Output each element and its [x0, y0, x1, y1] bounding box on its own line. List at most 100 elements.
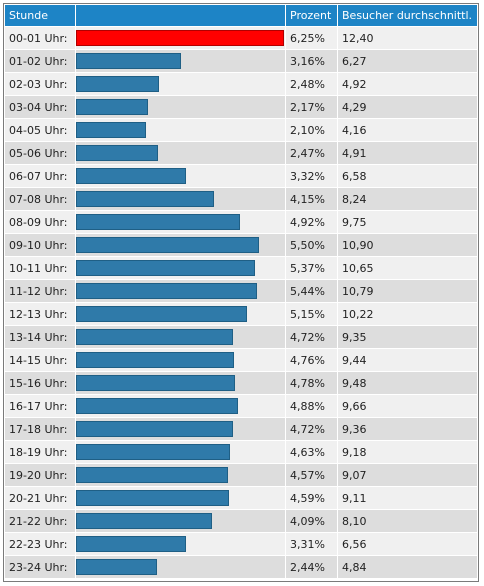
average-visitors-cell: 4,91 [338, 142, 477, 164]
bar [76, 191, 214, 207]
average-visitors-cell: 4,16 [338, 119, 477, 141]
hour-cell: 12-13 Uhr: [5, 303, 75, 325]
bar [76, 398, 238, 414]
bar [76, 329, 233, 345]
bar-cell [76, 533, 285, 555]
percent-cell: 4,63% [286, 441, 337, 463]
table-row: 19-20 Uhr: 4,57% 9,07 [5, 464, 477, 486]
percent-cell: 5,15% [286, 303, 337, 325]
percent-cell: 2,10% [286, 119, 337, 141]
percent-cell: 4,92% [286, 211, 337, 233]
bar-cell [76, 464, 285, 486]
hour-cell: 14-15 Uhr: [5, 349, 75, 371]
bar [76, 490, 229, 506]
percent-cell: 2,17% [286, 96, 337, 118]
bar-max [76, 30, 284, 46]
bar [76, 214, 240, 230]
bar-cell [76, 556, 285, 578]
hour-cell: 18-19 Uhr: [5, 441, 75, 463]
table-row: 03-04 Uhr: 2,17% 4,29 [5, 96, 477, 118]
percent-cell: 6,25% [286, 27, 337, 49]
bar-cell [76, 165, 285, 187]
hour-cell: 04-05 Uhr: [5, 119, 75, 141]
average-visitors-cell: 9,11 [338, 487, 477, 509]
hour-cell: 06-07 Uhr: [5, 165, 75, 187]
percent-cell: 3,32% [286, 165, 337, 187]
table-row: 06-07 Uhr: 3,32% 6,58 [5, 165, 477, 187]
percent-cell: 4,76% [286, 349, 337, 371]
table-row: 18-19 Uhr: 4,63% 9,18 [5, 441, 477, 463]
table-row: 22-23 Uhr: 3,31% 6,56 [5, 533, 477, 555]
average-visitors-cell: 6,58 [338, 165, 477, 187]
percent-cell: 4,09% [286, 510, 337, 532]
column-header-bar [76, 5, 285, 26]
bar-cell [76, 234, 285, 256]
bar [76, 76, 159, 92]
bar-cell [76, 395, 285, 417]
hour-cell: 16-17 Uhr: [5, 395, 75, 417]
table-row: 00-01 Uhr: 6,25% 12,40 [5, 27, 477, 49]
average-visitors-cell: 6,27 [338, 50, 477, 72]
bar [76, 559, 157, 575]
column-header-hour[interactable]: Stunde [5, 5, 75, 26]
hour-cell: 15-16 Uhr: [5, 372, 75, 394]
hour-cell: 03-04 Uhr: [5, 96, 75, 118]
bar-cell [76, 73, 285, 95]
average-visitors-cell: 9,36 [338, 418, 477, 440]
table-row: 13-14 Uhr: 4,72% 9,35 [5, 326, 477, 348]
average-visitors-cell: 9,48 [338, 372, 477, 394]
column-header-average-visitors[interactable]: Besucher durchschnittl. [338, 5, 477, 26]
percent-cell: 4,57% [286, 464, 337, 486]
hour-cell: 10-11 Uhr: [5, 257, 75, 279]
bar-cell [76, 303, 285, 325]
hour-cell: 02-03 Uhr: [5, 73, 75, 95]
bar-cell [76, 510, 285, 532]
bar [76, 421, 233, 437]
hour-cell: 01-02 Uhr: [5, 50, 75, 72]
bar-cell [76, 257, 285, 279]
percent-cell: 2,47% [286, 142, 337, 164]
hour-cell: 05-06 Uhr: [5, 142, 75, 164]
table-row: 12-13 Uhr: 5,15% 10,22 [5, 303, 477, 325]
table-body: 00-01 Uhr: 6,25% 12,40 01-02 Uhr: 3,16% 6,27 0… [5, 27, 477, 578]
hourly-stats-panel: Stunde Prozent Besucher durchschnittl. 0… [3, 3, 479, 582]
bar [76, 237, 259, 253]
table-row: 23-24 Uhr: 2,44% 4,84 [5, 556, 477, 578]
bar-cell [76, 50, 285, 72]
bar-cell [76, 487, 285, 509]
percent-cell: 4,78% [286, 372, 337, 394]
bar [76, 260, 255, 276]
bar-cell [76, 349, 285, 371]
average-visitors-cell: 9,18 [338, 441, 477, 463]
percent-cell: 4,15% [286, 188, 337, 210]
percent-cell: 5,50% [286, 234, 337, 256]
bar-cell [76, 188, 285, 210]
table-row: 07-08 Uhr: 4,15% 8,24 [5, 188, 477, 210]
bar-cell [76, 280, 285, 302]
average-visitors-cell: 4,92 [338, 73, 477, 95]
bar-cell [76, 418, 285, 440]
table-row: 04-05 Uhr: 2,10% 4,16 [5, 119, 477, 141]
table-row: 05-06 Uhr: 2,47% 4,91 [5, 142, 477, 164]
percent-cell: 5,44% [286, 280, 337, 302]
table-header-row: Stunde Prozent Besucher durchschnittl. [5, 5, 477, 26]
hour-cell: 22-23 Uhr: [5, 533, 75, 555]
average-visitors-cell: 9,75 [338, 211, 477, 233]
bar [76, 536, 186, 552]
column-header-percent[interactable]: Prozent [286, 5, 337, 26]
bar [76, 513, 212, 529]
table-row: 11-12 Uhr: 5,44% 10,79 [5, 280, 477, 302]
average-visitors-cell: 12,40 [338, 27, 477, 49]
table-row: 09-10 Uhr: 5,50% 10,90 [5, 234, 477, 256]
hour-cell: 13-14 Uhr: [5, 326, 75, 348]
percent-cell: 4,72% [286, 326, 337, 348]
bar [76, 53, 181, 69]
bar [76, 283, 257, 299]
hour-cell: 17-18 Uhr: [5, 418, 75, 440]
average-visitors-cell: 9,44 [338, 349, 477, 371]
bar-cell [76, 372, 285, 394]
bar-cell [76, 441, 285, 463]
table-row: 01-02 Uhr: 3,16% 6,27 [5, 50, 477, 72]
table-row: 14-15 Uhr: 4,76% 9,44 [5, 349, 477, 371]
percent-cell: 4,59% [286, 487, 337, 509]
